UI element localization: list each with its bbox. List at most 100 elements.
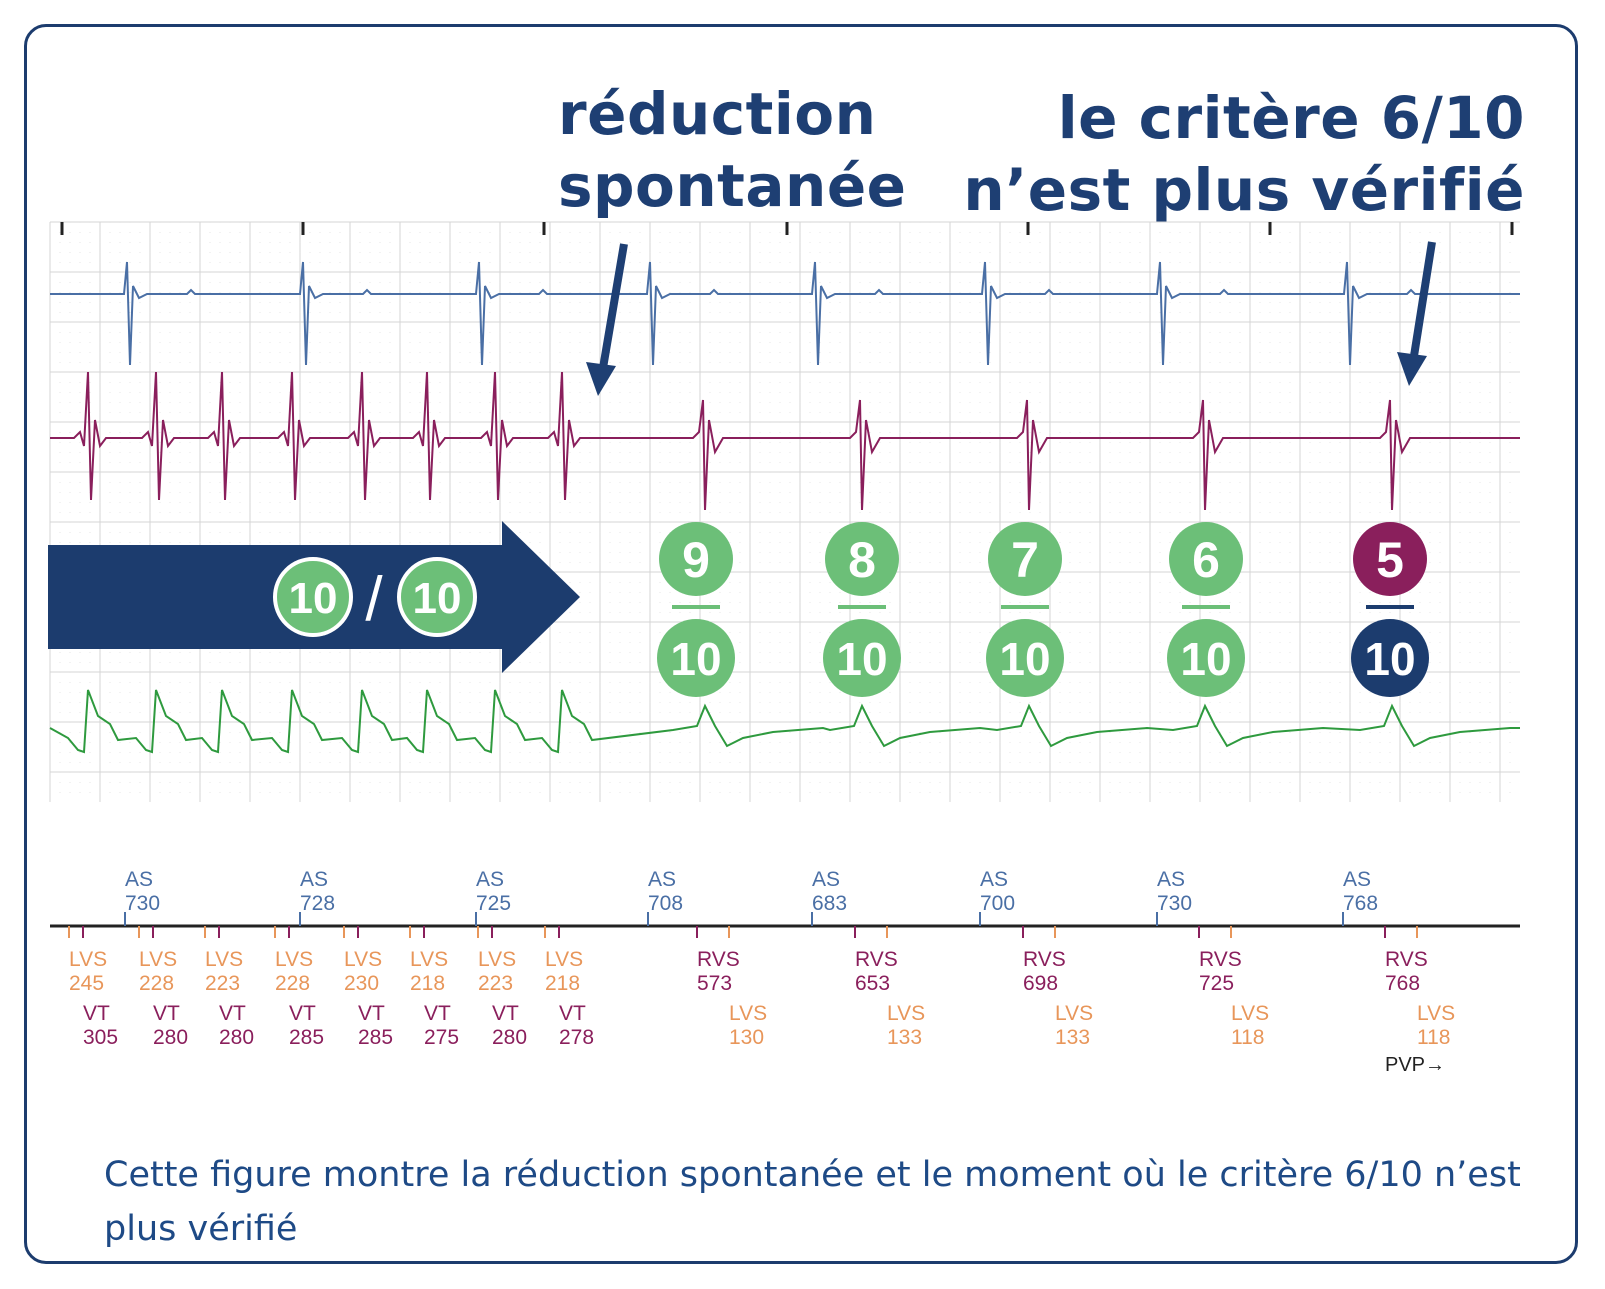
figure-caption: Cette figure montre la réduction spontan… bbox=[104, 1155, 1521, 1249]
reduction-pointer-arrow-shaft bbox=[599, 243, 628, 369]
rvs-marker-value: 725 bbox=[1199, 972, 1234, 995]
reduction-pointer-arrow-head bbox=[586, 362, 616, 396]
vt-marker-label: VT bbox=[83, 1002, 110, 1025]
counter-numerator: 6 bbox=[1192, 532, 1220, 588]
as-marker-label: AS bbox=[476, 868, 504, 891]
counter-denominator: 10 bbox=[1180, 633, 1231, 685]
lvs-marker-label: LVS bbox=[205, 948, 243, 971]
lvs-marker-label: LVS bbox=[410, 948, 448, 971]
vt-marker-value: 305 bbox=[83, 1026, 118, 1049]
lvs-marker-value: 218 bbox=[410, 972, 445, 995]
heading-spontaneous-reduction: réduction spontanée bbox=[558, 78, 907, 222]
vt-marker-label: VT bbox=[153, 1002, 180, 1025]
lvs-marker-value: 230 bbox=[344, 972, 379, 995]
counter-numerator: 8 bbox=[848, 532, 876, 588]
rvs-marker-label: RVS bbox=[1385, 948, 1428, 971]
rvs-marker-label: RVS bbox=[697, 948, 740, 971]
counter-denominator: 10 bbox=[670, 633, 721, 685]
vt-marker-value: 285 bbox=[358, 1026, 393, 1049]
lvs-marker-label: LVS bbox=[275, 948, 313, 971]
lvs-late-marker-label: LVS bbox=[1055, 1002, 1093, 1025]
vt-marker-value: 285 bbox=[289, 1026, 324, 1049]
as-marker-value: 725 bbox=[476, 892, 511, 915]
criterion-pointer-arrow-head bbox=[1397, 352, 1427, 386]
lvs-late-marker-label: LVS bbox=[1417, 1002, 1455, 1025]
vt-marker-value: 278 bbox=[559, 1026, 594, 1049]
counter-denominator-circle bbox=[657, 619, 735, 697]
lvs-late-marker-label: LVS bbox=[729, 1002, 767, 1025]
lvs-marker-value: 245 bbox=[69, 972, 104, 995]
lvs-marker-value: 228 bbox=[139, 972, 174, 995]
as-marker-value: 730 bbox=[125, 892, 160, 915]
counter-denominator: 10 bbox=[1364, 633, 1415, 685]
as-marker-label: AS bbox=[1157, 868, 1185, 891]
heading-right-line-2: n’est plus vérifié bbox=[963, 156, 1525, 224]
lvs-marker-label: LVS bbox=[69, 948, 107, 971]
vt-marker-label: VT bbox=[289, 1002, 316, 1025]
arrow-denominator-circle bbox=[397, 557, 477, 637]
lvs-marker-label: LVS bbox=[545, 948, 583, 971]
counter-denominator-circle bbox=[823, 619, 901, 697]
vt-marker-label: VT bbox=[559, 1002, 586, 1025]
counter-numerator-circle bbox=[659, 522, 733, 596]
as-marker-label: AS bbox=[300, 868, 328, 891]
lvs-late-marker-value: 133 bbox=[887, 1026, 922, 1049]
heading-criterion-not-met: le critère 6/10 n’est plus vérifié bbox=[963, 82, 1525, 226]
as-marker-label: AS bbox=[812, 868, 840, 891]
lvs-marker-label: LVS bbox=[344, 948, 382, 971]
counter-numerator-circle bbox=[1353, 522, 1427, 596]
counter-denominator: 10 bbox=[836, 633, 887, 685]
rvs-marker-value: 573 bbox=[697, 972, 732, 995]
pvp-marker-label: PVP→ bbox=[1385, 1054, 1445, 1076]
lvs-marker-value: 228 bbox=[275, 972, 310, 995]
arrow-numerator-label: 10 bbox=[289, 574, 338, 623]
vt-marker-label: VT bbox=[424, 1002, 451, 1025]
lvs-late-marker-label: LVS bbox=[887, 1002, 925, 1025]
counter-denominator-circle bbox=[1167, 619, 1245, 697]
as-marker-label: AS bbox=[980, 868, 1008, 891]
as-marker-label: AS bbox=[125, 868, 153, 891]
vt-marker-label: VT bbox=[492, 1002, 519, 1025]
rvs-marker-value: 698 bbox=[1023, 972, 1058, 995]
counter-numerator-circle bbox=[825, 522, 899, 596]
lvs-marker-value: 223 bbox=[205, 972, 240, 995]
arrow-separator: / bbox=[365, 565, 383, 634]
lvs-marker-value: 223 bbox=[478, 972, 513, 995]
rvs-marker-value: 653 bbox=[855, 972, 890, 995]
as-marker-value: 730 bbox=[1157, 892, 1192, 915]
rvs-marker-label: RVS bbox=[1199, 948, 1242, 971]
lvs-late-marker-value: 133 bbox=[1055, 1026, 1090, 1049]
counter-numerator: 9 bbox=[682, 532, 710, 588]
vt-marker-value: 275 bbox=[424, 1026, 459, 1049]
rvs-marker-label: RVS bbox=[855, 948, 898, 971]
heading-right-line-1: le critère 6/10 bbox=[1057, 84, 1525, 152]
far-field-egm-trace bbox=[49, 689, 1520, 754]
arrow-numerator-circle bbox=[273, 557, 353, 637]
criterion-pointer-arrow-shaft bbox=[1410, 241, 1436, 357]
lvs-late-marker-value: 130 bbox=[729, 1026, 764, 1049]
vt-marker-value: 280 bbox=[492, 1026, 527, 1049]
as-marker-value: 683 bbox=[812, 892, 847, 915]
counter-denominator-circle bbox=[986, 619, 1064, 697]
counter-numerator-circle bbox=[988, 522, 1062, 596]
vt-marker-label: VT bbox=[219, 1002, 246, 1025]
vt-marker-label: VT bbox=[358, 1002, 385, 1025]
vt-marker-value: 280 bbox=[153, 1026, 188, 1049]
counter-numerator: 7 bbox=[1011, 532, 1039, 588]
as-marker-value: 700 bbox=[980, 892, 1015, 915]
lvs-late-marker-value: 118 bbox=[1417, 1026, 1450, 1049]
atrial-egm-trace bbox=[50, 261, 1520, 366]
as-marker-label: AS bbox=[648, 868, 676, 891]
heading-left-line-1: réduction bbox=[558, 80, 877, 148]
rvs-marker-value: 768 bbox=[1385, 972, 1420, 995]
lvs-marker-label: LVS bbox=[478, 948, 516, 971]
arrow-denominator-label: 10 bbox=[413, 574, 462, 623]
as-marker-value: 768 bbox=[1343, 892, 1378, 915]
as-marker-value: 708 bbox=[648, 892, 683, 915]
lvs-late-marker-value: 118 bbox=[1231, 1026, 1264, 1049]
lvs-late-marker-label: LVS bbox=[1231, 1002, 1269, 1025]
lvs-marker-value: 218 bbox=[545, 972, 580, 995]
rvs-marker-label: RVS bbox=[1023, 948, 1066, 971]
counter-numerator-circle bbox=[1169, 522, 1243, 596]
